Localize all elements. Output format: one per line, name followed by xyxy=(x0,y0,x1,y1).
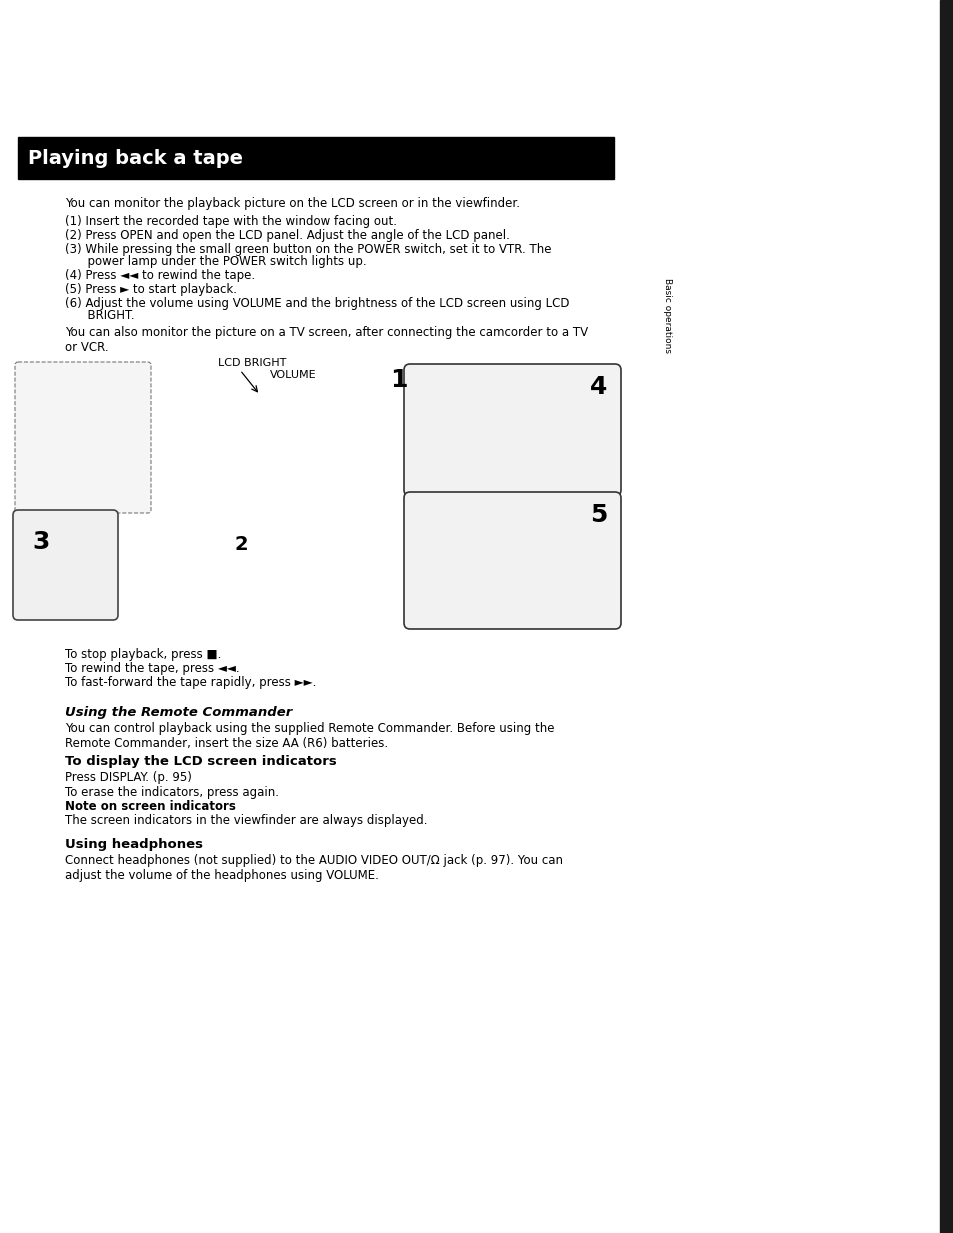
Text: (5) Press ► to start playback.: (5) Press ► to start playback. xyxy=(65,284,236,296)
Text: To stop playback, press ■.: To stop playback, press ■. xyxy=(65,649,221,661)
Text: (6) Adjust the volume using VOLUME and the brightness of the LCD screen using LC: (6) Adjust the volume using VOLUME and t… xyxy=(65,297,569,309)
Text: (2) Press OPEN and open the LCD panel. Adjust the angle of the LCD panel.: (2) Press OPEN and open the LCD panel. A… xyxy=(65,229,509,242)
Text: 3: 3 xyxy=(32,530,50,554)
Text: 4: 4 xyxy=(589,375,607,399)
Text: Using headphones: Using headphones xyxy=(65,838,203,851)
Text: 1: 1 xyxy=(390,367,407,392)
Text: You can monitor the playback picture on the LCD screen or in the viewfinder.: You can monitor the playback picture on … xyxy=(65,197,519,210)
Text: Using the Remote Commander: Using the Remote Commander xyxy=(65,707,292,719)
Text: (1) Insert the recorded tape with the window facing out.: (1) Insert the recorded tape with the wi… xyxy=(65,215,396,228)
Text: To rewind the tape, press ◄◄.: To rewind the tape, press ◄◄. xyxy=(65,662,239,674)
Bar xyxy=(939,0,953,1233)
Text: 2: 2 xyxy=(234,535,249,554)
Text: BRIGHT.: BRIGHT. xyxy=(65,309,134,322)
Text: Press DISPLAY. (p. 95)
To erase the indicators, press again.: Press DISPLAY. (p. 95) To erase the indi… xyxy=(65,771,278,799)
FancyBboxPatch shape xyxy=(15,363,151,513)
Text: Note on screen indicators: Note on screen indicators xyxy=(65,800,235,813)
Text: The screen indicators in the viewfinder are always displayed.: The screen indicators in the viewfinder … xyxy=(65,814,427,827)
Text: Playing back a tape: Playing back a tape xyxy=(28,148,243,168)
Text: To fast-forward the tape rapidly, press ►►.: To fast-forward the tape rapidly, press … xyxy=(65,676,316,689)
FancyBboxPatch shape xyxy=(13,510,118,620)
FancyBboxPatch shape xyxy=(403,492,620,629)
Text: Basic operations: Basic operations xyxy=(662,277,672,353)
Bar xyxy=(18,137,614,179)
Text: 5: 5 xyxy=(589,503,607,526)
Text: power lamp under the POWER switch lights up.: power lamp under the POWER switch lights… xyxy=(65,255,366,268)
Text: (4) Press ◄◄ to rewind the tape.: (4) Press ◄◄ to rewind the tape. xyxy=(65,269,254,282)
Text: LCD BRIGHT: LCD BRIGHT xyxy=(218,358,286,367)
Text: To display the LCD screen indicators: To display the LCD screen indicators xyxy=(65,755,336,768)
Text: (3) While pressing the small green button on the POWER switch, set it to VTR. Th: (3) While pressing the small green butto… xyxy=(65,243,551,256)
FancyBboxPatch shape xyxy=(403,364,620,496)
Text: Connect headphones (not supplied) to the AUDIO VIDEO OUT/Ω jack (p. 97). You can: Connect headphones (not supplied) to the… xyxy=(65,854,562,882)
Text: You can also monitor the picture on a TV screen, after connecting the camcorder : You can also monitor the picture on a TV… xyxy=(65,326,587,354)
Text: You can control playback using the supplied Remote Commander. Before using the
R: You can control playback using the suppl… xyxy=(65,723,554,750)
Text: VOLUME: VOLUME xyxy=(270,370,316,380)
